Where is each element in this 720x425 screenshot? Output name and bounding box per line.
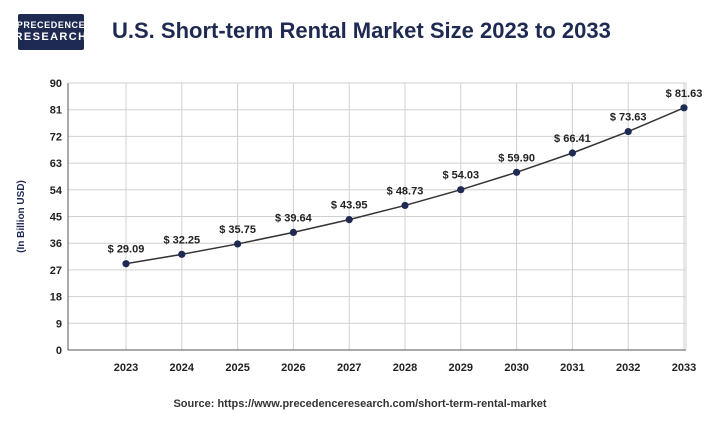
data-point <box>289 228 297 237</box>
y-tick-label: 36 <box>50 238 62 250</box>
y-tick-label: 90 <box>50 78 62 90</box>
data-point <box>122 260 130 268</box>
x-tick-label: 2025 <box>225 362 249 374</box>
data-point <box>234 240 242 248</box>
data-label: $ 43.95 <box>331 200 368 212</box>
data-point <box>457 186 465 194</box>
data-label: $ 59.90 <box>498 152 535 164</box>
y-tick-label: 0 <box>56 345 62 357</box>
y-tick-label: 54 <box>50 185 63 197</box>
x-tick-label: 2032 <box>616 362 640 374</box>
data-label: $ 81.63 <box>666 88 703 100</box>
x-tick-label: 2023 <box>114 362 138 374</box>
x-tick-label: 2024 <box>170 362 195 374</box>
y-tick-label: 81 <box>50 105 62 117</box>
data-point <box>568 149 577 157</box>
data-label: $ 32.25 <box>163 234 200 246</box>
data-label: $ 35.75 <box>219 224 256 236</box>
x-tick-label: 2033 <box>672 362 696 374</box>
x-tick-label: 2026 <box>281 362 305 374</box>
data-label: $ 48.73 <box>387 185 424 197</box>
data-label: $ 39.64 <box>275 212 313 224</box>
brand-logo-line1: PRECEDENCE <box>16 20 86 30</box>
y-tick-label: 63 <box>50 158 62 170</box>
x-tick-label: 2031 <box>560 362 584 374</box>
x-tick-label: 2028 <box>393 362 417 374</box>
y-tick-label: 18 <box>50 292 62 304</box>
y-tick-label: 27 <box>50 265 62 277</box>
source-note: Source: https://www.precedenceresearch.c… <box>173 398 547 410</box>
y-tick-label: 72 <box>50 131 62 143</box>
y-axis-title: (In Billion USD) <box>16 180 27 253</box>
data-label: $ 66.41 <box>554 133 591 145</box>
data-point <box>401 201 409 210</box>
brand-logo-line2: RESEARCH <box>14 31 88 43</box>
data-label: $ 54.03 <box>442 170 479 182</box>
data-point <box>513 168 521 176</box>
data-point <box>345 216 353 224</box>
x-tick-label: 2029 <box>449 362 473 374</box>
data-label: $ 29.09 <box>108 244 145 256</box>
brand-logo: PRECEDENCE RESEARCH <box>15 14 86 50</box>
x-tick-label: 2027 <box>337 362 361 374</box>
data-point <box>680 104 688 112</box>
x-tick-label: 2030 <box>504 362 528 374</box>
y-tick-label: 45 <box>50 212 62 224</box>
data-label: $ 73.63 <box>610 112 647 124</box>
y-tick-label: 9 <box>56 318 62 330</box>
chart-title: U.S. Short-term Rental Market Size 2023 … <box>112 18 611 43</box>
data-point <box>178 250 186 258</box>
data-point <box>624 127 632 136</box>
